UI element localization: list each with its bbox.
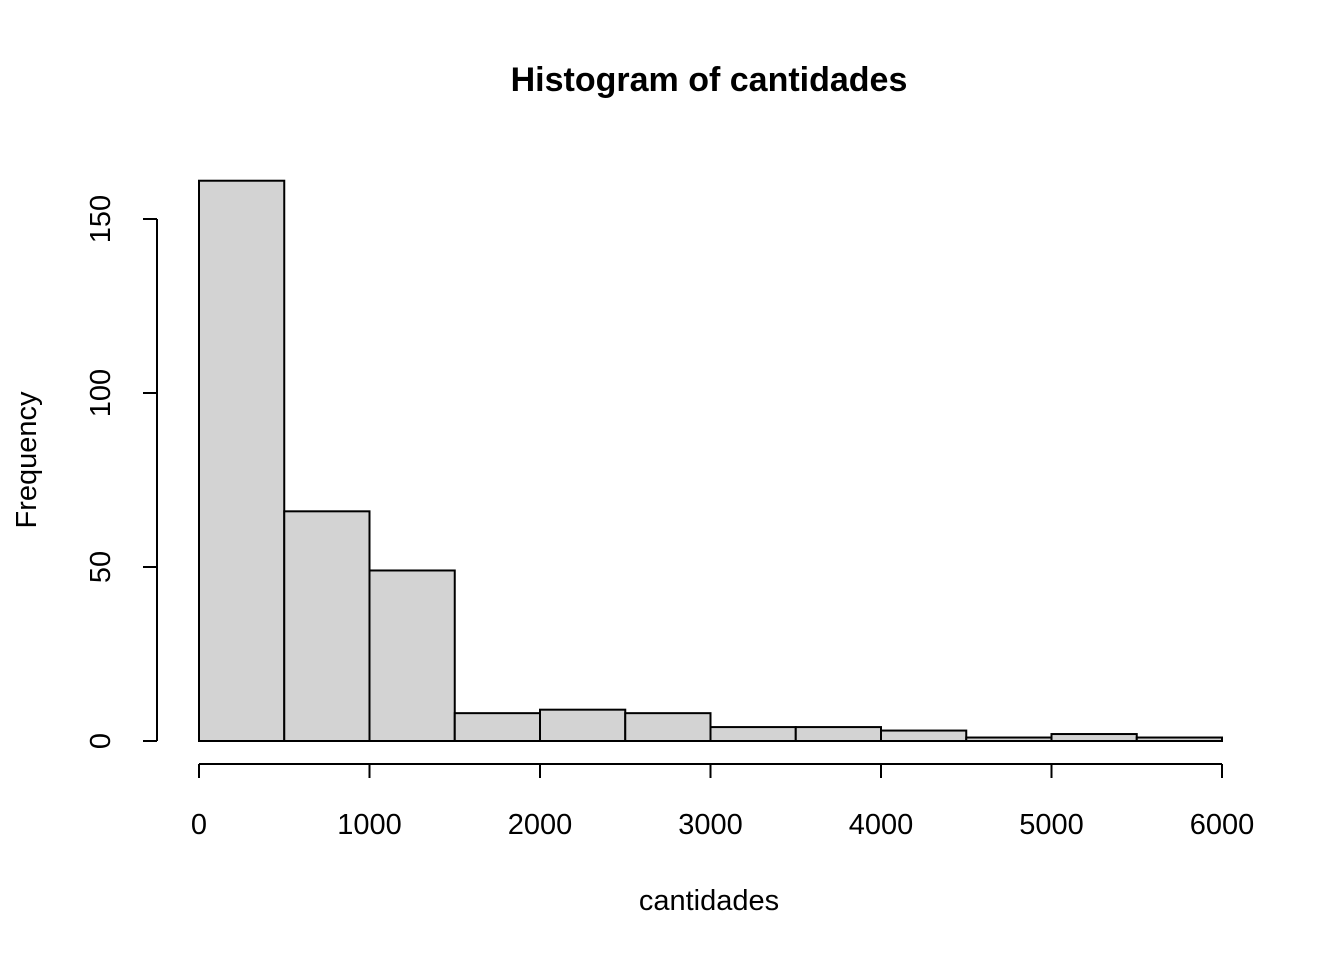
y-tick-label: 100 [85, 369, 117, 417]
histogram-bar [1135, 736, 1223, 743]
histogram-bar [198, 179, 286, 743]
x-tick-label: 5000 [1019, 809, 1084, 841]
histogram-bar [1050, 733, 1138, 742]
x-tick-label: 0 [191, 809, 207, 841]
y-axis-label: Frequency [11, 391, 43, 529]
histogram-bar [453, 712, 541, 742]
y-tick-label: 50 [85, 551, 117, 583]
y-tick-label: 150 [85, 195, 117, 243]
x-tick-label: 2000 [508, 809, 573, 841]
chart-title: Histogram of cantidades [511, 61, 908, 99]
histogram-bar [368, 569, 456, 742]
x-axis: 0 1000 2000 3000 4000 5000 6000 [191, 763, 1255, 841]
y-tick-label: 0 [85, 733, 117, 749]
histogram-bar [539, 708, 627, 742]
histogram-bar [965, 736, 1053, 743]
x-tick-label: 4000 [849, 809, 914, 841]
x-tick-label: 6000 [1190, 809, 1255, 841]
x-axis-label: cantidades [639, 885, 779, 917]
bars-group [198, 179, 1223, 743]
x-tick-label: 3000 [678, 809, 743, 841]
histogram-bar [283, 510, 371, 742]
x-tick-label: 1000 [337, 809, 402, 841]
histogram-bar [624, 712, 712, 742]
histogram-bar [709, 726, 797, 743]
histogram-bar [880, 729, 968, 742]
y-axis: 0 50 100 150 [85, 195, 158, 749]
histogram-bar [794, 726, 882, 743]
